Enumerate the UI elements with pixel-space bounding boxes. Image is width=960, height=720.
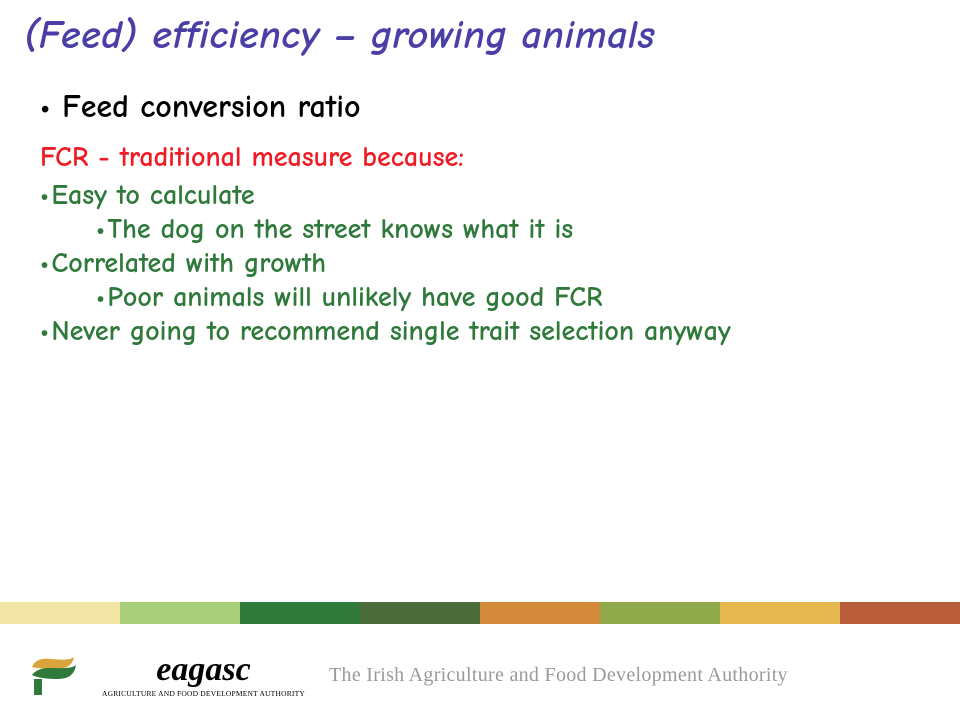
stripe-segment	[720, 602, 840, 624]
bullet-level2: The dog on the street knows what it is	[96, 213, 920, 245]
stripe-segment	[600, 602, 720, 624]
logo-subtitle: AGRICULTURE AND FOOD DEVELOPMENT AUTHORI…	[102, 689, 305, 698]
color-stripe	[0, 602, 960, 624]
footer-tagline: The Irish Agriculture and Food Developme…	[329, 664, 788, 687]
slide-title: (Feed) efficiency – growing animals	[0, 0, 960, 58]
stripe-segment	[360, 602, 480, 624]
logo-text: eagasc	[156, 653, 250, 687]
logo-text-wrap: eagasc AGRICULTURE AND FOOD DEVELOPMENT …	[102, 653, 305, 698]
stripe-segment	[840, 602, 960, 624]
bullet-level1: Never going to recommend single trait se…	[40, 315, 920, 347]
stripe-segment	[0, 602, 120, 624]
stripe-segment	[480, 602, 600, 624]
logo-icon	[30, 653, 78, 697]
main-bullet: Feed conversion ratio	[40, 88, 920, 125]
sub-heading: FCR - traditional measure because:	[40, 141, 920, 173]
stripe-segment	[120, 602, 240, 624]
bullet-level1: Easy to calculate	[40, 179, 920, 211]
points-list: Easy to calculateThe dog on the street k…	[40, 179, 920, 347]
stripe-segment	[240, 602, 360, 624]
bullet-level2: Poor animals will unlikely have good FCR	[96, 281, 920, 313]
footer: eagasc AGRICULTURE AND FOOD DEVELOPMENT …	[0, 630, 960, 720]
bullet-level1: Correlated with growth	[40, 247, 920, 279]
content-area: Feed conversion ratio FCR - traditional …	[0, 58, 960, 347]
